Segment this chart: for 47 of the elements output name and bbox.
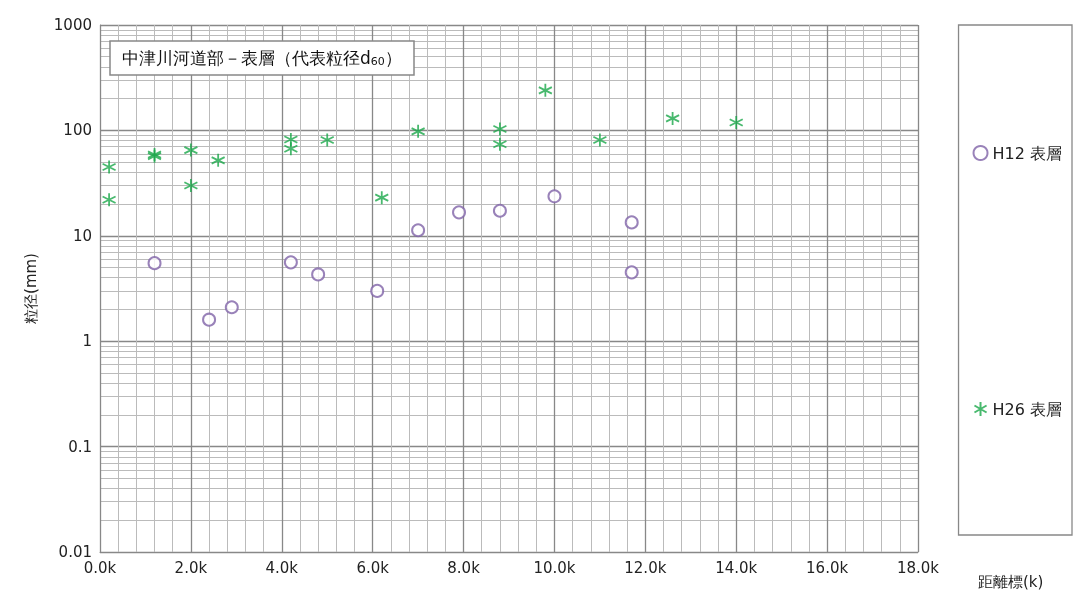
point — [224, 300, 239, 315]
point — [728, 115, 744, 130]
point — [624, 265, 639, 280]
point — [202, 312, 217, 327]
point — [283, 141, 299, 157]
point — [547, 189, 562, 204]
point — [452, 205, 467, 220]
point — [210, 152, 226, 168]
x-axis-title: 距離標(k) — [978, 572, 1044, 591]
point — [101, 159, 117, 175]
point — [665, 110, 680, 126]
point — [319, 132, 335, 148]
point — [147, 256, 162, 271]
x-tick-label: 6.0k — [356, 558, 390, 577]
y-tick-label: 0.01 — [58, 543, 92, 561]
y-tick-label: 0.1 — [68, 437, 92, 456]
point — [183, 142, 199, 158]
y-tick-label: 10 — [72, 226, 92, 245]
legend-label: H26 表層 — [992, 399, 1063, 419]
point — [283, 255, 298, 270]
point — [537, 82, 553, 98]
x-tick-label: 10.0k — [533, 558, 576, 577]
point — [374, 190, 390, 206]
point — [410, 123, 426, 139]
point — [370, 283, 385, 298]
point — [492, 121, 508, 137]
legend-label: H12 表層 — [992, 143, 1063, 163]
x-tick-label: 2.0k — [174, 558, 208, 577]
point — [492, 203, 507, 218]
x-tick-label: 18.0k — [896, 558, 940, 577]
point — [311, 267, 326, 282]
y-tick-label: 100 — [63, 121, 92, 140]
point — [592, 132, 608, 148]
point — [624, 215, 639, 230]
point — [183, 178, 199, 193]
y-tick-label: 1 — [82, 332, 92, 351]
x-tick-label: 12.0k — [624, 558, 667, 577]
x-tick-label: 8.0k — [447, 558, 481, 577]
x-tick-label: 14.0k — [715, 558, 758, 577]
x-tick-label: 0.0k — [83, 558, 117, 577]
point — [101, 192, 117, 208]
x-tick-label: 4.0k — [265, 558, 299, 577]
x-tick-label: 16.0k — [806, 558, 849, 577]
y-tick-label: 1000 — [53, 16, 92, 34]
point — [492, 136, 508, 152]
point — [411, 223, 426, 238]
y-axis-title: 粒径(mm) — [21, 253, 40, 324]
